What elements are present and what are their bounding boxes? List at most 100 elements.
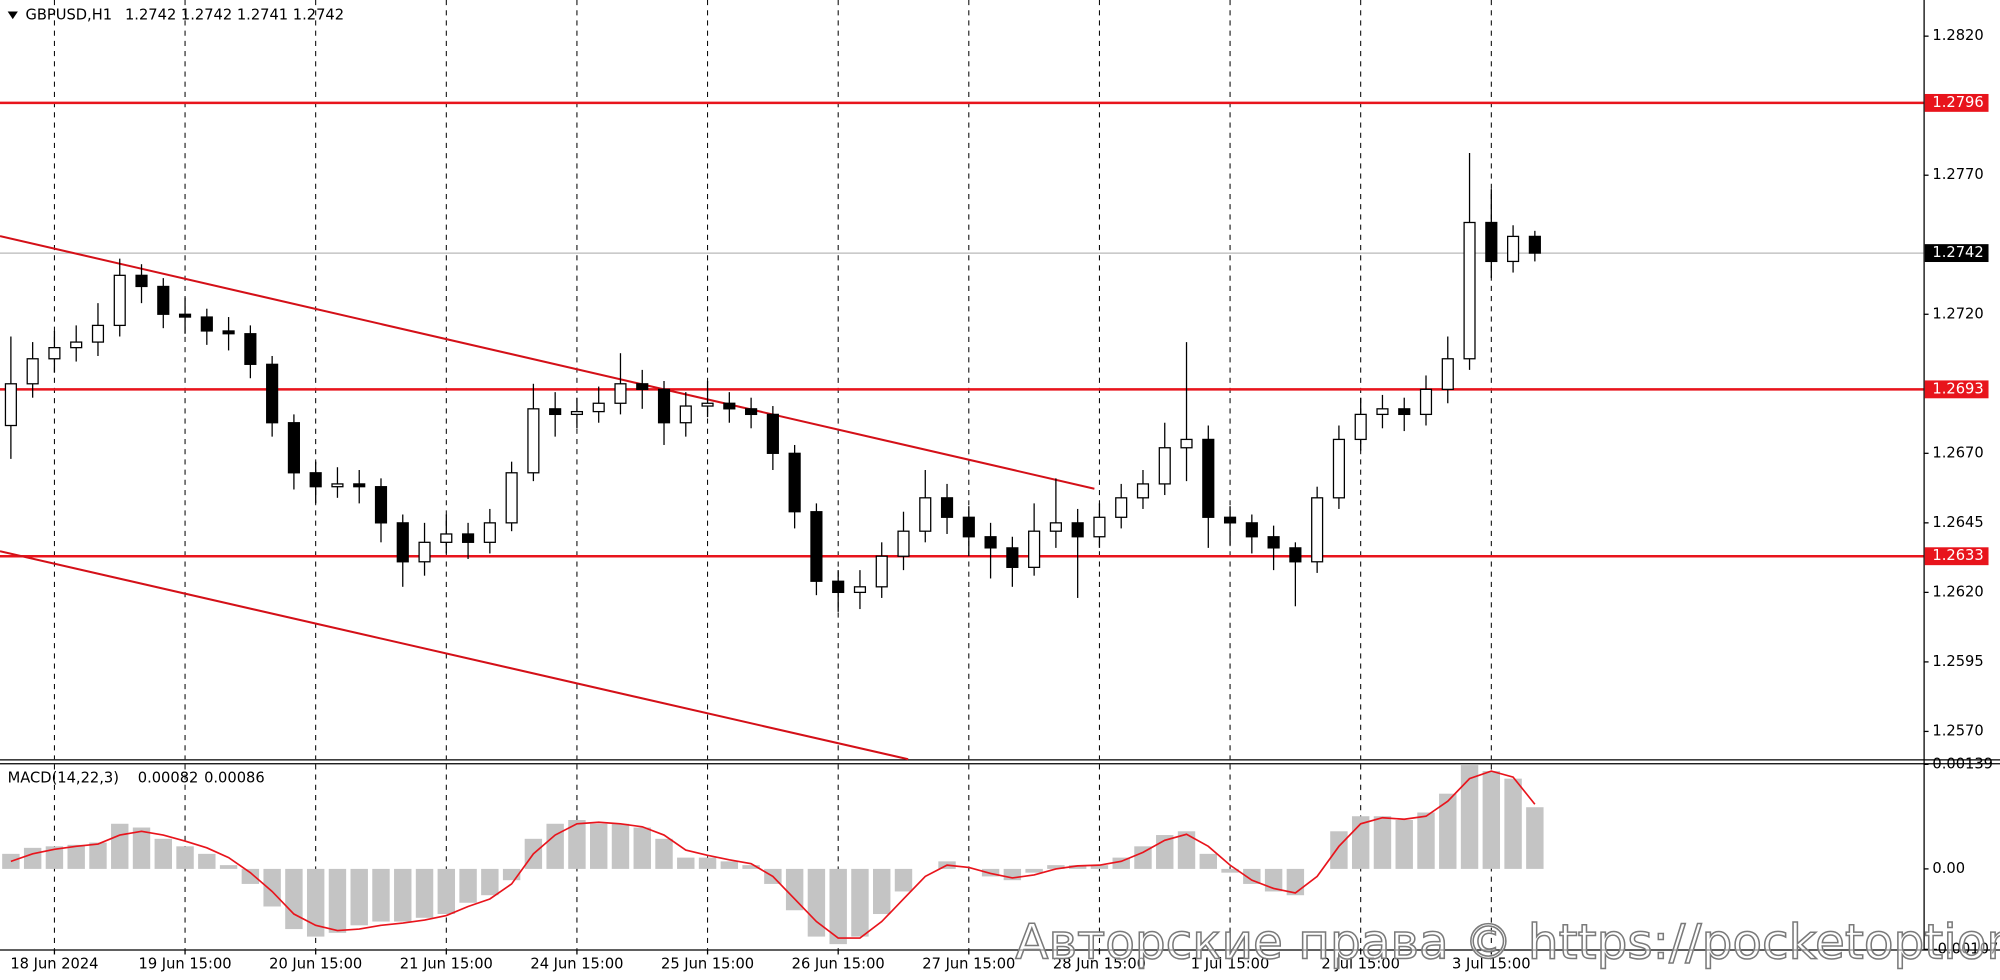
x-tick-label: 1 Jul 15:00 [1191, 956, 1270, 973]
macd-bar [2, 853, 20, 869]
candle-body [1180, 438, 1193, 449]
y-tick-label: 1.2720 [1932, 305, 1983, 322]
x-tick-label: 26 Jun 15:00 [792, 956, 885, 973]
candle-body [135, 274, 148, 288]
macd-bar [437, 868, 456, 915]
macd-bar [677, 857, 695, 869]
candle-body [1006, 547, 1019, 568]
candle-body [70, 341, 83, 349]
macd-bar [502, 868, 521, 881]
macd-bar [1003, 868, 1022, 881]
candle-body [1485, 221, 1498, 263]
macd-bar [568, 820, 586, 869]
candle-body [1071, 522, 1084, 538]
candle-body [1245, 522, 1258, 538]
y-tick-label: 1.2820 [1932, 27, 1983, 44]
macd-signal-value: 0.00086 [204, 769, 265, 786]
macd-bar [1199, 853, 1217, 869]
macd-bar [1330, 831, 1348, 869]
macd-bar [1112, 857, 1130, 869]
channel-upper-line [0, 235, 1095, 490]
macd-bar [1373, 816, 1392, 869]
candle-body [745, 408, 758, 416]
macd-bar [154, 838, 172, 869]
candle-body [244, 333, 257, 365]
macd-bar [611, 823, 630, 869]
candle-body [657, 388, 671, 424]
candle-body [396, 522, 409, 563]
macd-bar [546, 823, 564, 869]
candle-body [527, 408, 540, 474]
candle-body [875, 555, 888, 588]
macd-value: 0.00082 [138, 769, 199, 786]
x-tick-label: 21 Jun 15:00 [400, 956, 493, 973]
candle-body [353, 483, 366, 488]
y-tick-label: 1.2670 [1932, 444, 1983, 461]
macd-bar [1504, 778, 1522, 869]
candle-body [679, 405, 692, 424]
candle-body [266, 363, 279, 424]
candle-body [222, 330, 235, 335]
candle-body [26, 358, 39, 385]
macd-bar [328, 868, 347, 933]
macd-bar [89, 842, 107, 869]
candle-body [1202, 438, 1215, 518]
macd-bar [111, 823, 129, 869]
candle-body [1267, 536, 1280, 549]
candle-body [1376, 408, 1389, 416]
candle-body [331, 483, 344, 488]
candle-body [1093, 516, 1106, 538]
level-box [1924, 93, 1989, 112]
macd-bar [241, 868, 260, 884]
candle-body [853, 586, 867, 594]
macd-bar [1526, 807, 1544, 869]
macd-bar [1460, 765, 1479, 869]
macd-bar [655, 838, 673, 869]
axes: 18 Jun 2024 19 Jun 15:00 20 Jun 15:00 21 Ju… [10, 27, 1998, 973]
candle-body [505, 472, 518, 524]
candle-body [940, 497, 954, 518]
x-tick-label: 19 Jun 15:00 [139, 956, 232, 973]
macd-bar [1047, 865, 1065, 869]
macd-bar [67, 844, 85, 869]
candle-body [374, 486, 388, 524]
candle-body [1398, 408, 1411, 416]
candle-body [157, 285, 170, 315]
signal-line [10, 770, 1536, 939]
candle-body [483, 522, 496, 543]
y-tick-label: -0.00107 [1932, 940, 1998, 957]
macd-bar [219, 865, 238, 869]
macd-bar [742, 865, 760, 869]
candle-body [962, 516, 975, 538]
last-price-label: 1.2742 [1932, 244, 1983, 261]
x-tick-label: 18 Jun 2024 [10, 956, 98, 973]
x-tick-label: 3 Jul 15:00 [1452, 956, 1531, 973]
candle-body [178, 313, 192, 318]
candle-body [919, 497, 932, 532]
macd-panel [2, 765, 1544, 945]
candle-body [1028, 530, 1041, 568]
y-tick-label: 1.2645 [1932, 514, 1983, 531]
candle-body [1311, 497, 1324, 563]
candle-body [701, 402, 714, 407]
candle-body [984, 536, 997, 549]
symbol-title: GBPUSD,H1 [26, 6, 113, 23]
candle-body [570, 410, 584, 416]
macd-bar [1395, 820, 1413, 869]
candle-body [832, 580, 845, 594]
candle-body [4, 383, 17, 427]
macd-bar [1439, 793, 1457, 869]
candles [4, 152, 1541, 612]
macd-title: MACD(14,22,3) [8, 769, 119, 786]
macd-bar [176, 846, 194, 869]
y-tick-label: 0.00139 [1932, 755, 1993, 772]
macd-bar [1221, 868, 1239, 873]
candle-body [592, 402, 605, 413]
candle-body [1332, 438, 1345, 499]
macd-bar [1134, 846, 1152, 869]
last-price-box [1924, 244, 1989, 263]
macd-bar [23, 847, 42, 869]
macd-bar [198, 853, 216, 869]
ohlc-quote: 1.2742 1.2742 1.2741 1.2742 [125, 6, 344, 23]
